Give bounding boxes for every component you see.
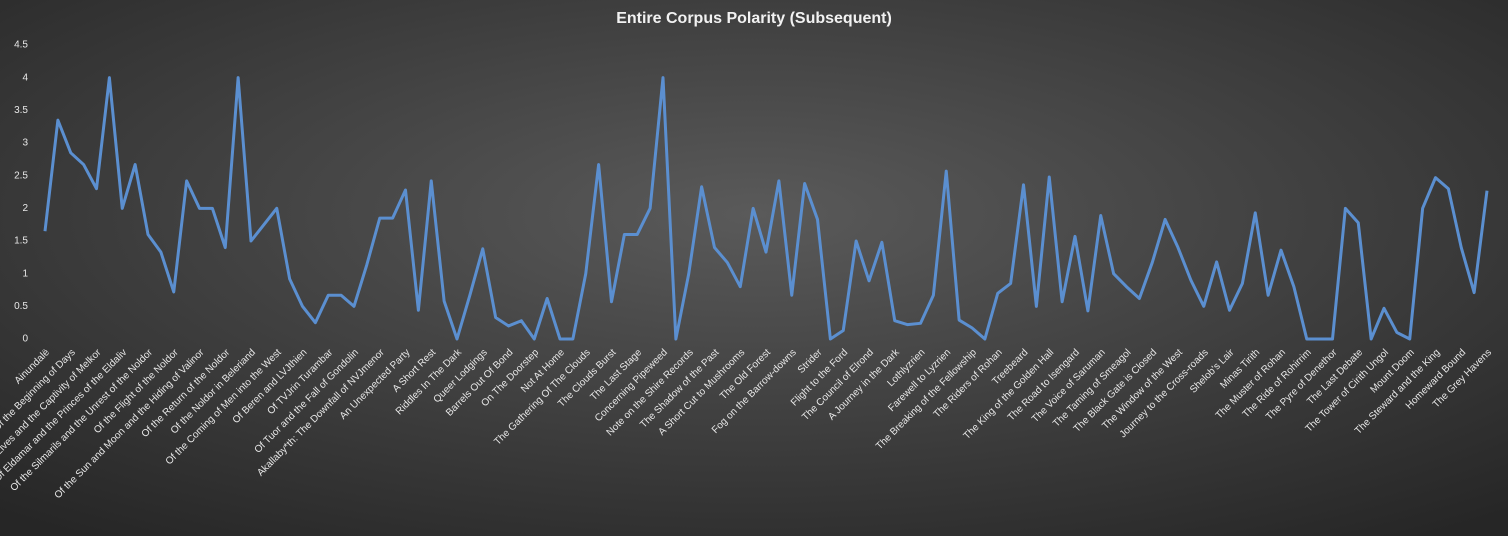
y-tick-label: 0.5	[14, 301, 28, 312]
y-tick-label: 1	[22, 268, 28, 279]
y-tick-label: 0	[22, 334, 28, 345]
y-tick-label: 3.5	[14, 105, 28, 116]
y-tick-label: 4.5	[14, 40, 28, 51]
y-tick-label: 4	[22, 72, 28, 83]
y-tick-label: 1.5	[14, 236, 28, 247]
y-tick-label: 3	[22, 138, 28, 149]
y-tick-label: 2.5	[14, 170, 28, 181]
line-series	[43, 76, 1489, 341]
chart-title: Entire Corpus Polarity (Subsequent)	[616, 10, 892, 27]
y-tick-label: 2	[22, 203, 28, 214]
